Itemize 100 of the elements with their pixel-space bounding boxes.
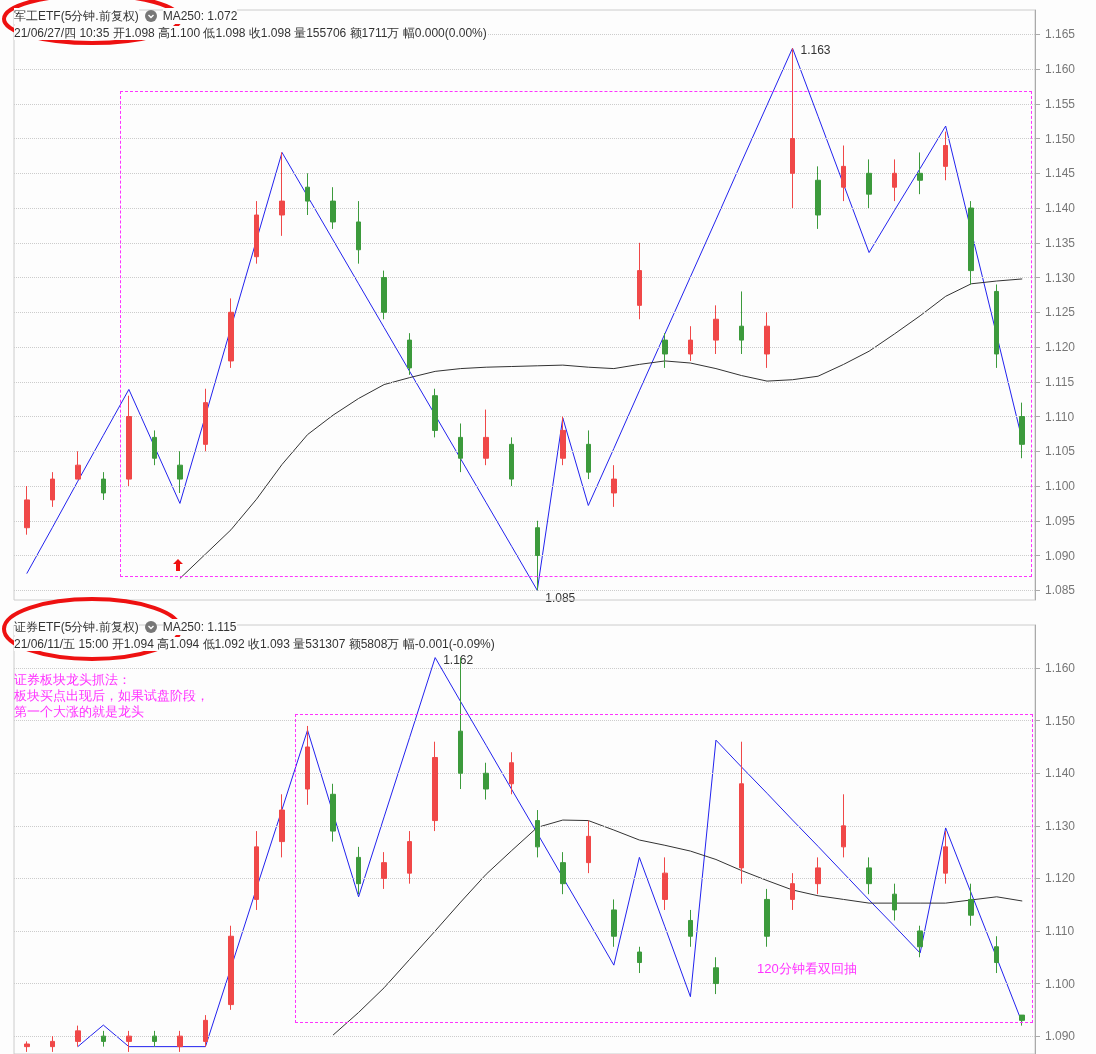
candlestick xyxy=(203,388,208,452)
candlestick xyxy=(50,1035,55,1053)
candlestick xyxy=(407,332,412,376)
candlestick xyxy=(841,145,846,202)
candlestick xyxy=(152,1030,157,1048)
candlestick xyxy=(152,429,157,466)
candlestick xyxy=(866,158,872,209)
y-tick-label: 1.160 xyxy=(1045,62,1076,77)
candlestick xyxy=(637,242,642,320)
candlestick xyxy=(101,471,106,501)
candlestick xyxy=(432,741,438,832)
candlestick xyxy=(790,47,795,209)
candlestick xyxy=(228,925,234,1011)
candlestick xyxy=(943,131,948,181)
candlestick xyxy=(739,290,744,355)
y-tick-label: 1.105 xyxy=(1045,444,1076,459)
candlestick xyxy=(483,762,489,801)
y-tick-label: 1.085 xyxy=(1045,583,1076,598)
candlestick xyxy=(330,186,336,230)
candlestick xyxy=(892,883,897,921)
candlestick xyxy=(279,151,285,237)
candlestick xyxy=(713,304,719,355)
candlestick xyxy=(662,332,668,369)
y-tick-label: 1.115 xyxy=(1045,374,1075,389)
y-tick-label: 1.090 xyxy=(1045,548,1076,563)
candlestick xyxy=(203,1014,208,1048)
annotation: MA250: 1.072 xyxy=(162,8,238,24)
y-tick-label: 1.120 xyxy=(1045,871,1076,886)
candlestick xyxy=(509,751,514,795)
candlestick xyxy=(458,422,463,473)
candlestick xyxy=(892,158,897,202)
candlestick xyxy=(713,956,719,995)
data-label: 1.085 xyxy=(545,591,576,606)
candlestick xyxy=(560,851,566,895)
candlestick xyxy=(815,856,821,895)
candlestick xyxy=(586,429,591,480)
candlestick xyxy=(917,925,923,958)
candlestick xyxy=(126,1030,132,1053)
y-tick-label: 1.165 xyxy=(1045,27,1076,42)
candlestick xyxy=(381,851,387,890)
y-tick-label: 1.150 xyxy=(1045,131,1076,146)
annotation: 证券板块龙头抓法： xyxy=(14,672,132,688)
y-tick-label: 1.100 xyxy=(1045,976,1076,991)
candlestick xyxy=(75,1025,81,1048)
candlestick xyxy=(968,883,974,927)
candlestick xyxy=(254,200,259,265)
annotation: 板块买点出现后，如果试盘阶段， xyxy=(14,688,210,704)
y-tick-label: 1.095 xyxy=(1045,513,1076,528)
y-tick-label: 1.110 xyxy=(1045,923,1075,938)
candlestick xyxy=(356,846,361,895)
candlestick xyxy=(943,830,948,885)
candlestick xyxy=(330,783,336,843)
candlestick xyxy=(994,284,999,369)
candlestick xyxy=(381,270,387,320)
y-tick-label: 1.110 xyxy=(1045,409,1075,424)
candlestick xyxy=(432,388,438,438)
candlestick xyxy=(535,520,540,591)
candlestick xyxy=(841,793,846,858)
candlestick xyxy=(305,725,310,806)
candlestick xyxy=(535,809,540,858)
candlestick xyxy=(50,471,55,508)
data-label: 1.163 xyxy=(800,43,831,58)
y-tick-label: 1.130 xyxy=(1045,818,1076,833)
candlestick xyxy=(662,856,668,911)
y-tick-label: 1.135 xyxy=(1045,235,1076,250)
candlestick xyxy=(24,1040,30,1053)
candlestick xyxy=(24,485,30,536)
candlestick xyxy=(739,741,744,885)
annotation: 120分钟看双回抽 xyxy=(757,960,857,978)
y-tick-label: 1.150 xyxy=(1045,713,1076,728)
candlestick xyxy=(177,1030,183,1053)
annotation: 第一个大涨的就是龙头 xyxy=(14,704,145,720)
candlestick xyxy=(279,793,285,858)
candlestick xyxy=(764,311,770,369)
y-tick-label: 1.160 xyxy=(1045,661,1076,676)
y-tick-label: 1.130 xyxy=(1045,270,1076,285)
y-tick-label: 1.145 xyxy=(1045,166,1076,181)
candlestick xyxy=(75,450,81,480)
text: 21/06/27/四 10:35 开1.098 高1.100 低1.098 收1.098 量155706 额1711万 幅0.000(0.00%) xyxy=(14,26,487,40)
y-tick-label: 1.120 xyxy=(1045,340,1076,355)
candlestick xyxy=(917,151,923,195)
candlestick xyxy=(126,395,132,487)
text: 21/06/11/五 15:00 开1.094 高1.094 低1.092 收1.093 量531307 额5808万 幅-0.001(-0.09%) xyxy=(14,637,495,651)
candlestick xyxy=(866,856,872,895)
y-tick-label: 1.125 xyxy=(1045,305,1076,320)
y-tick-label: 1.155 xyxy=(1045,96,1076,111)
candlestick xyxy=(1019,402,1025,459)
candlestick xyxy=(483,409,489,466)
annotation: MA250: 1.115 xyxy=(162,619,237,635)
y-tick-label: 1.140 xyxy=(1045,201,1076,216)
candlestick xyxy=(790,872,795,911)
y-tick-label: 1.100 xyxy=(1045,479,1076,494)
candlestick xyxy=(688,909,693,948)
chart-title: 军工ETF(5分钟.前复权) xyxy=(14,8,139,24)
candlestick xyxy=(228,297,234,369)
candlestick xyxy=(509,436,514,487)
candlestick xyxy=(764,888,770,948)
chart-title: 证券ETF(5分钟.前复权) xyxy=(14,619,139,635)
candlestick xyxy=(177,450,183,494)
candlestick xyxy=(560,416,566,466)
